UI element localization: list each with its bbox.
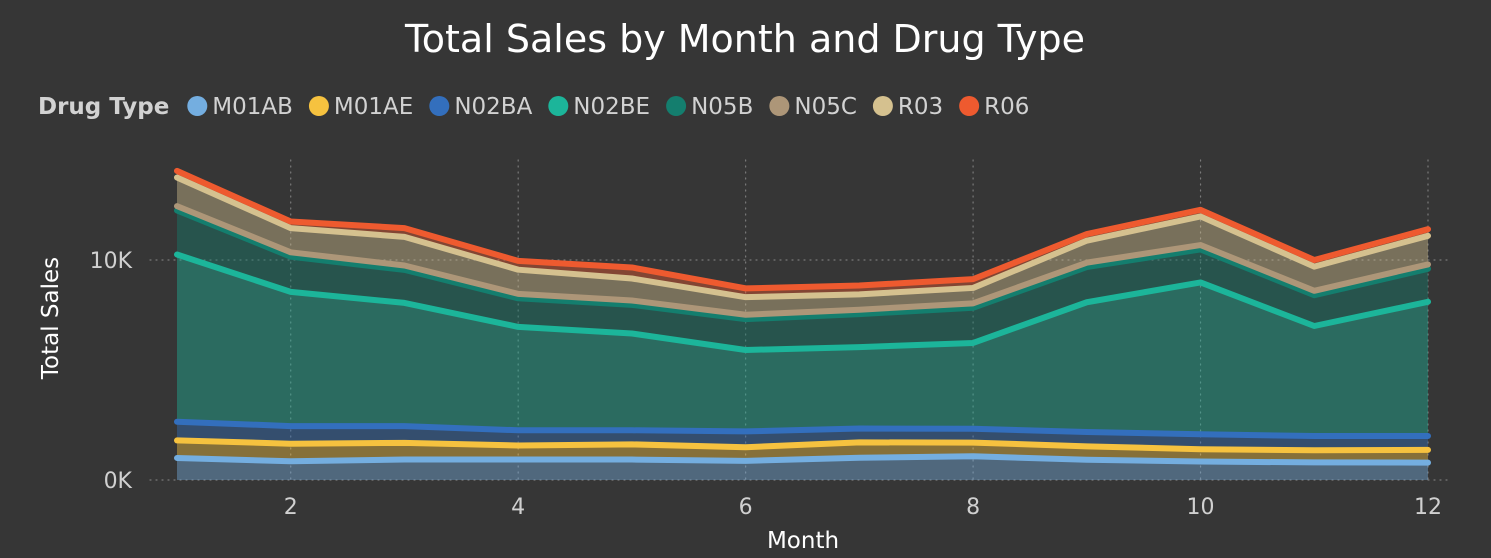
legend-label: N02BA (454, 94, 532, 120)
x-tick-label: 12 (1414, 495, 1442, 520)
legend-item-n05b[interactable]: N05B (666, 94, 753, 120)
legend-item-n02ba[interactable]: N02BA (429, 94, 533, 120)
legend-title: Drug Type (38, 94, 169, 120)
line-r03 (174, 174, 1431, 301)
line-m01ab (174, 453, 1431, 466)
legend: Drug Type M01AB M01AE N02BA N02BE N05B N05C R0… (38, 94, 1029, 120)
line-n02ba (174, 418, 1431, 439)
x-tick-label: 10 (1187, 495, 1215, 520)
legend-marker (548, 96, 569, 116)
legend-item-m01ab[interactable]: M01AB (187, 94, 293, 120)
line-r06 (174, 167, 1431, 292)
legend-label: N05C (794, 94, 857, 120)
legend-item-n05c[interactable]: N05C (769, 94, 857, 120)
legend-item-r03[interactable]: R03 (872, 94, 943, 120)
legend-marker (308, 96, 329, 116)
legend-marker (187, 96, 208, 116)
y-tick-label: 0K (104, 469, 133, 494)
area-r03 (177, 177, 1428, 315)
legend-label: M01AB (212, 94, 293, 120)
series-lines (174, 167, 1431, 466)
legend-marker (666, 96, 687, 116)
x-tick-label: 2 (284, 495, 298, 520)
legend-item-r06[interactable]: R06 (959, 94, 1029, 120)
legend-marker (429, 96, 450, 116)
legend-item-n02be[interactable]: N02BE (548, 94, 650, 120)
x-tick-label: 8 (966, 495, 980, 520)
legend-label: M01AE (334, 94, 413, 120)
line-m01ae (174, 437, 1431, 454)
line-n02be (174, 251, 1431, 353)
y-tick-label: 10K (90, 249, 133, 274)
area-n05b (177, 210, 1428, 350)
legend-label: N05B (691, 94, 753, 120)
x-tick-label: 6 (739, 495, 753, 520)
legend-label: N02BE (573, 94, 650, 120)
line-n05b (174, 207, 1431, 323)
legend-label: R06 (984, 94, 1029, 120)
legend-marker (769, 96, 790, 116)
x-axis-title: Month (767, 528, 839, 554)
legend-item-m01ae[interactable]: M01AE (308, 94, 413, 120)
legend-marker (959, 96, 980, 116)
legend-label: R03 (898, 94, 943, 120)
x-tick-label: 4 (511, 495, 525, 520)
line-n05c (174, 203, 1431, 318)
legend-marker (872, 96, 893, 116)
chart-title: Total Sales by Month and Drug Type (404, 17, 1085, 61)
y-axis-title: Total Sales (38, 257, 64, 380)
axes: 2 4 6 8 10 12 0K 10K (90, 249, 1442, 520)
